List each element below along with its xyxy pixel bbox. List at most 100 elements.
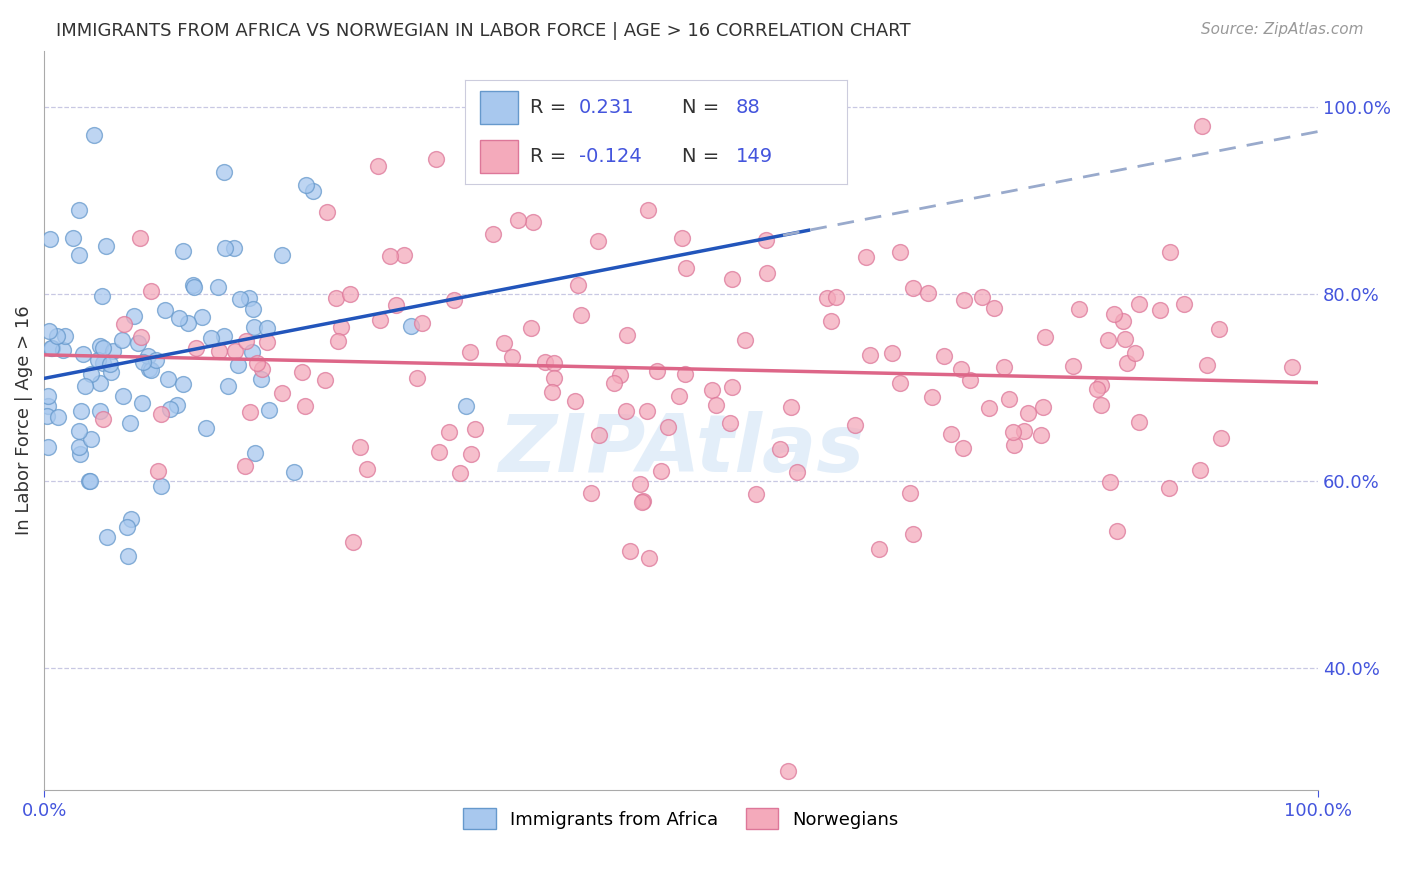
Point — [564, 393, 586, 408]
Point — [588, 427, 610, 442]
Point — [1159, 244, 1181, 259]
Point — [1069, 301, 1091, 316]
Point — [250, 362, 273, 376]
Point — [177, 316, 200, 330]
Point — [67, 248, 90, 262]
Point — [91, 411, 114, 425]
Point — [1281, 359, 1303, 374]
Point — [1123, 346, 1146, 360]
Point — [776, 764, 799, 779]
Point — [239, 405, 262, 419]
Y-axis label: In Labor Force | Age > 16: In Labor Force | Age > 16 — [15, 305, 32, 535]
Point — [1062, 359, 1084, 373]
Point — [702, 383, 724, 397]
Point — [650, 464, 672, 478]
Point — [1090, 398, 1112, 412]
Point — [301, 184, 323, 198]
Point — [1017, 406, 1039, 420]
Point — [628, 477, 651, 491]
Point — [70, 404, 93, 418]
Point — [683, 132, 706, 146]
Point — [157, 372, 180, 386]
Point — [1090, 377, 1112, 392]
Point — [616, 328, 638, 343]
Point — [291, 366, 314, 380]
Point — [62, 231, 84, 245]
Point — [153, 303, 176, 318]
Point — [67, 440, 90, 454]
Point — [820, 313, 842, 327]
Point — [83, 128, 105, 142]
Point — [316, 204, 339, 219]
Point — [720, 416, 742, 430]
Point — [508, 213, 530, 227]
Point — [917, 285, 939, 300]
Point — [195, 420, 218, 434]
Point — [72, 347, 94, 361]
Point — [342, 534, 364, 549]
Point — [519, 321, 541, 335]
Point — [91, 355, 114, 369]
Point — [734, 333, 756, 347]
Point — [631, 493, 654, 508]
Point — [755, 233, 778, 247]
Point — [120, 416, 142, 430]
Point — [79, 474, 101, 488]
Point — [619, 544, 641, 558]
Point — [283, 465, 305, 479]
Point — [1173, 297, 1195, 311]
Point — [48, 409, 70, 424]
Point — [89, 403, 111, 417]
Point — [492, 336, 515, 351]
Point — [38, 324, 60, 338]
Point — [37, 440, 59, 454]
Point — [668, 389, 690, 403]
Point — [1002, 438, 1025, 452]
Point — [200, 331, 222, 345]
Point — [638, 551, 661, 566]
Point — [406, 370, 429, 384]
Point — [191, 310, 214, 324]
Point — [427, 445, 450, 459]
Point — [637, 203, 659, 218]
Point — [212, 329, 235, 343]
Point — [349, 440, 371, 454]
Point — [1149, 303, 1171, 318]
Point — [45, 328, 67, 343]
Point — [172, 377, 194, 392]
Legend: Immigrants from Africa, Norwegians: Immigrants from Africa, Norwegians — [456, 801, 905, 837]
Point — [89, 339, 111, 353]
Point — [67, 202, 90, 217]
Point — [368, 312, 391, 326]
Point — [859, 348, 882, 362]
Point — [378, 249, 401, 263]
Point — [256, 334, 278, 349]
Point — [657, 419, 679, 434]
Point — [145, 352, 167, 367]
Point — [217, 378, 239, 392]
Point — [328, 334, 350, 348]
Point — [921, 391, 943, 405]
Point — [38, 232, 60, 246]
Point — [294, 399, 316, 413]
Point — [1195, 358, 1218, 372]
Point — [569, 308, 592, 322]
Point — [207, 279, 229, 293]
Point — [898, 486, 921, 500]
Point — [246, 357, 269, 371]
Point — [983, 301, 1005, 316]
Point — [614, 404, 637, 418]
Point — [543, 356, 565, 370]
Point — [603, 376, 626, 390]
Point — [855, 250, 877, 264]
Point — [1128, 297, 1150, 311]
Point — [367, 159, 389, 173]
Point — [131, 354, 153, 368]
Point — [128, 231, 150, 245]
Point — [786, 465, 808, 479]
Point — [91, 341, 114, 355]
Point — [226, 358, 249, 372]
Point — [96, 530, 118, 544]
Point — [111, 389, 134, 403]
Point — [184, 342, 207, 356]
